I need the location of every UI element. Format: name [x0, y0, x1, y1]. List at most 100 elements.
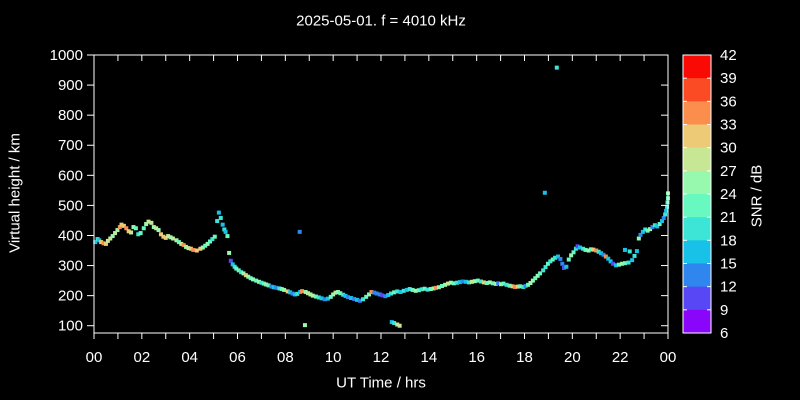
data-point	[367, 292, 372, 297]
data-point	[129, 230, 134, 235]
data-point	[149, 220, 154, 225]
data-point	[264, 282, 269, 287]
data-point	[554, 65, 559, 70]
data-point	[543, 265, 548, 270]
data-point	[569, 253, 574, 258]
data-point	[119, 222, 124, 227]
data-point	[194, 248, 199, 253]
data-point	[496, 281, 501, 286]
data-point	[277, 286, 282, 291]
data-point	[207, 239, 212, 244]
data-point	[622, 247, 627, 252]
data-point	[425, 287, 430, 292]
data-point	[627, 249, 632, 254]
data-point	[300, 289, 305, 294]
data-point	[640, 229, 645, 234]
data-point	[638, 232, 643, 237]
data-point	[93, 240, 98, 245]
colorbar-segment	[683, 55, 711, 79]
data-point	[144, 222, 149, 227]
data-point	[577, 245, 582, 250]
data-point	[341, 292, 346, 297]
colorbar-tick-label: 30	[720, 140, 737, 157]
data-point	[246, 274, 251, 279]
data-point	[523, 284, 528, 289]
x-tick-label: 12	[373, 349, 390, 366]
data-point	[274, 285, 279, 290]
data-point	[218, 216, 223, 221]
colorbar-tick-label: 9	[720, 302, 728, 319]
data-point	[434, 285, 439, 290]
data-point	[290, 291, 295, 296]
data-point	[443, 282, 448, 287]
data-point	[507, 283, 512, 288]
data-point	[530, 278, 535, 283]
data-point	[361, 297, 366, 302]
data-point	[319, 296, 324, 301]
data-point	[338, 291, 343, 296]
data-point	[210, 237, 215, 242]
data-point	[251, 277, 256, 282]
data-point	[266, 283, 271, 288]
y-tick-label: 500	[58, 197, 83, 214]
data-point	[622, 261, 627, 266]
data-point	[510, 284, 515, 289]
data-point	[222, 227, 227, 232]
data-point	[124, 226, 129, 231]
data-point	[413, 288, 418, 293]
colorbar-segment	[683, 101, 711, 125]
data-point	[151, 225, 156, 230]
colorbar-segment	[683, 78, 711, 102]
data-point	[170, 236, 175, 241]
data-point	[533, 276, 538, 281]
data-point	[389, 320, 394, 325]
data-point	[333, 290, 338, 295]
data-point	[643, 227, 648, 232]
data-point	[261, 281, 266, 286]
plot-frame	[93, 54, 669, 334]
data-point	[200, 245, 205, 250]
data-point	[191, 247, 196, 252]
data-point	[243, 273, 248, 278]
data-point	[241, 271, 246, 276]
data-point	[302, 323, 307, 328]
data-point	[553, 255, 558, 260]
x-tick-label: 04	[181, 349, 198, 366]
data-point	[542, 190, 547, 195]
data-point	[216, 210, 221, 215]
data-point	[395, 289, 400, 294]
data-point	[404, 287, 409, 292]
data-point	[558, 256, 563, 261]
data-point	[383, 294, 388, 299]
data-point	[571, 250, 576, 255]
data-point	[230, 262, 235, 267]
data-point	[493, 281, 498, 286]
x-tick-label: 08	[277, 349, 294, 366]
x-tick-label: 06	[229, 349, 246, 366]
data-point	[478, 279, 483, 284]
colorbar-tick-label: 39	[720, 70, 737, 87]
data-point	[184, 244, 189, 249]
data-point	[271, 285, 276, 290]
data-point	[596, 249, 601, 254]
data-point	[397, 323, 402, 328]
y-tick-label: 1000	[50, 47, 83, 64]
data-point	[560, 261, 565, 266]
data-point	[168, 235, 173, 240]
data-point	[490, 281, 495, 286]
colorbar-segment	[683, 124, 711, 149]
data-point	[499, 282, 504, 287]
data-point	[188, 246, 193, 251]
data-point	[234, 266, 239, 271]
data-point	[416, 288, 421, 293]
data-point	[141, 226, 146, 231]
data-point	[198, 246, 203, 251]
data-point	[121, 223, 126, 228]
x-tick-label: 00	[660, 349, 677, 366]
data-point	[285, 289, 290, 294]
data-point	[117, 225, 122, 230]
data-point	[407, 287, 412, 292]
data-point	[630, 258, 635, 263]
data-point	[603, 254, 608, 259]
